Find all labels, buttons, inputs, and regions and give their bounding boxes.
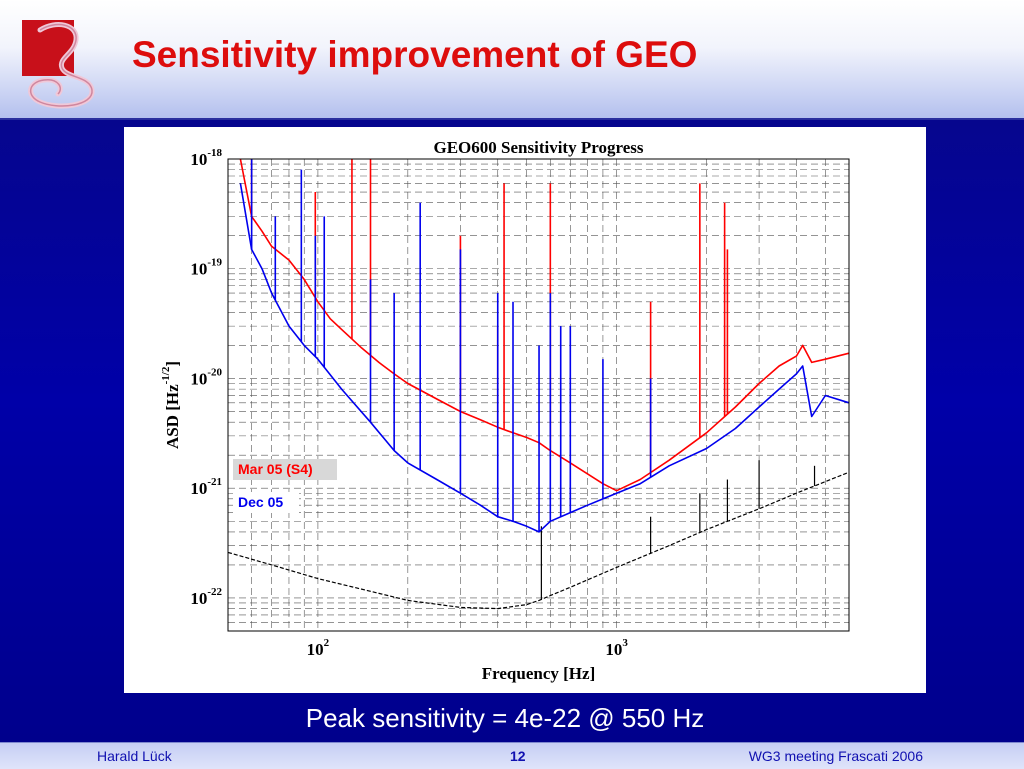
slide-caption: Peak sensitivity = 4e-22 @ 550 Hz bbox=[305, 703, 705, 733]
slide-content: GEO600 Sensitivity Progress 10-18 10-19 10-… bbox=[0, 120, 1024, 742]
series-1 bbox=[239, 159, 850, 533]
legend-item: Dec 05 bbox=[233, 492, 299, 513]
legend-item: Mar 05 (S4) bbox=[233, 459, 337, 480]
legend-label: Dec 05 bbox=[238, 494, 283, 510]
footer-event: WG3 meeting Frascati 2006 bbox=[748, 748, 923, 764]
sensitivity-chart: GEO600 Sensitivity Progress 10-18 10-19 10-… bbox=[160, 138, 850, 683]
header-divider bbox=[0, 118, 1024, 120]
series-2 bbox=[227, 460, 850, 610]
y-tick-label: 10-19 bbox=[190, 257, 222, 279]
footer-page-number: 12 bbox=[510, 748, 526, 764]
legend-box bbox=[233, 459, 337, 480]
x-tick-label: 102 bbox=[307, 637, 330, 659]
geo-logo-icon bbox=[22, 20, 95, 109]
series-line bbox=[227, 471, 850, 610]
slide-title: Sensitivity improvement of GEO bbox=[132, 34, 698, 75]
y-tick-label: 10-20 bbox=[190, 366, 222, 388]
legend-box bbox=[233, 492, 299, 513]
chart-figure: GEO600 Sensitivity Progress 10-18 10-19 10-… bbox=[124, 127, 926, 693]
y-tick-label: 10-22 bbox=[190, 586, 222, 608]
legend-label: Mar 05 (S4) bbox=[238, 461, 313, 477]
y-axis-label: ASD [Hz-1/2] bbox=[160, 361, 182, 449]
series-line bbox=[239, 183, 850, 533]
slide-footer: Harald Lück 12 WG3 meeting Frascati 2006 bbox=[0, 742, 1024, 769]
x-axis-label: Frequency [Hz] bbox=[482, 664, 595, 683]
y-tick-label: 10-21 bbox=[190, 476, 222, 498]
slide-header: Sensitivity improvement of GEO bbox=[0, 0, 1024, 118]
chart-title: GEO600 Sensitivity Progress bbox=[434, 138, 644, 157]
y-tick-label: 10-18 bbox=[190, 147, 222, 169]
plot-frame bbox=[227, 158, 850, 632]
x-tick-label: 103 bbox=[605, 637, 628, 659]
footer-author: Harald Lück bbox=[97, 748, 172, 764]
